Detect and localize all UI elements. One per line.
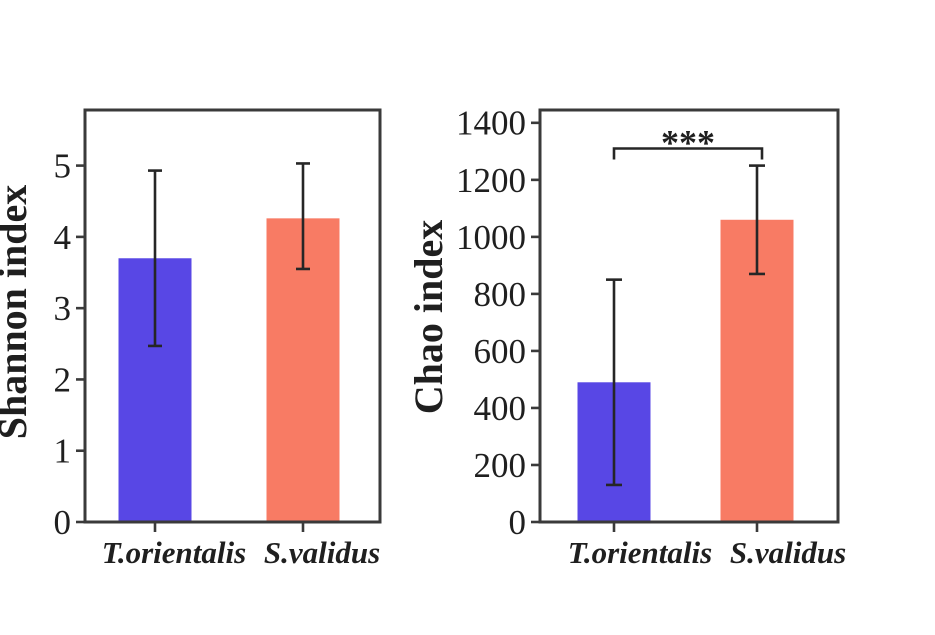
category-label-T.orientalis: T.orientalis — [568, 535, 712, 570]
y-axis-title: Shannon index — [0, 185, 35, 440]
y-tick-label: 400 — [474, 389, 527, 428]
y-tick-label: 800 — [474, 275, 527, 314]
significance-bracket — [612, 147, 764, 160]
plot-box — [83, 108, 382, 524]
y-tick-label: 3 — [54, 289, 72, 328]
y-tick-label: 1200 — [456, 161, 526, 200]
y-tick-label: 5 — [54, 146, 72, 185]
y-tick-label: 1000 — [456, 218, 526, 257]
y-tick-label: 1 — [54, 432, 72, 471]
y-tick-label: 600 — [474, 332, 527, 371]
category-label-S.validus: S.validus — [730, 535, 846, 570]
y-tick-label: 4 — [54, 218, 72, 257]
chao-index-chart: 0 200 400 600 800 1000 1200 1400 T.orientalis S.v… — [406, 104, 846, 570]
category-label-S.validus: S.validus — [264, 535, 380, 570]
y-tick-label: 200 — [474, 446, 527, 485]
y-axis-title: Chao index — [406, 220, 451, 415]
y-tick-label: 1400 — [456, 104, 526, 143]
y-tick-label: 0 — [509, 503, 527, 542]
error-bar-S.validus — [749, 164, 765, 276]
error-bar-T.orientalis — [606, 278, 622, 487]
plot-box — [538, 108, 840, 524]
error-bar-S.validus — [296, 162, 310, 271]
error-bar-T.orientalis — [148, 169, 162, 348]
category-label-T.orientalis: T.orientalis — [102, 535, 246, 570]
shannon-index-chart: 0 1 2 3 4 5 T.orientalis S.validus Shannon index — [0, 108, 382, 570]
significance-stars: *** — [661, 122, 715, 162]
y-tick-label: 0 — [54, 503, 72, 542]
y-tick-label: 2 — [54, 360, 72, 399]
